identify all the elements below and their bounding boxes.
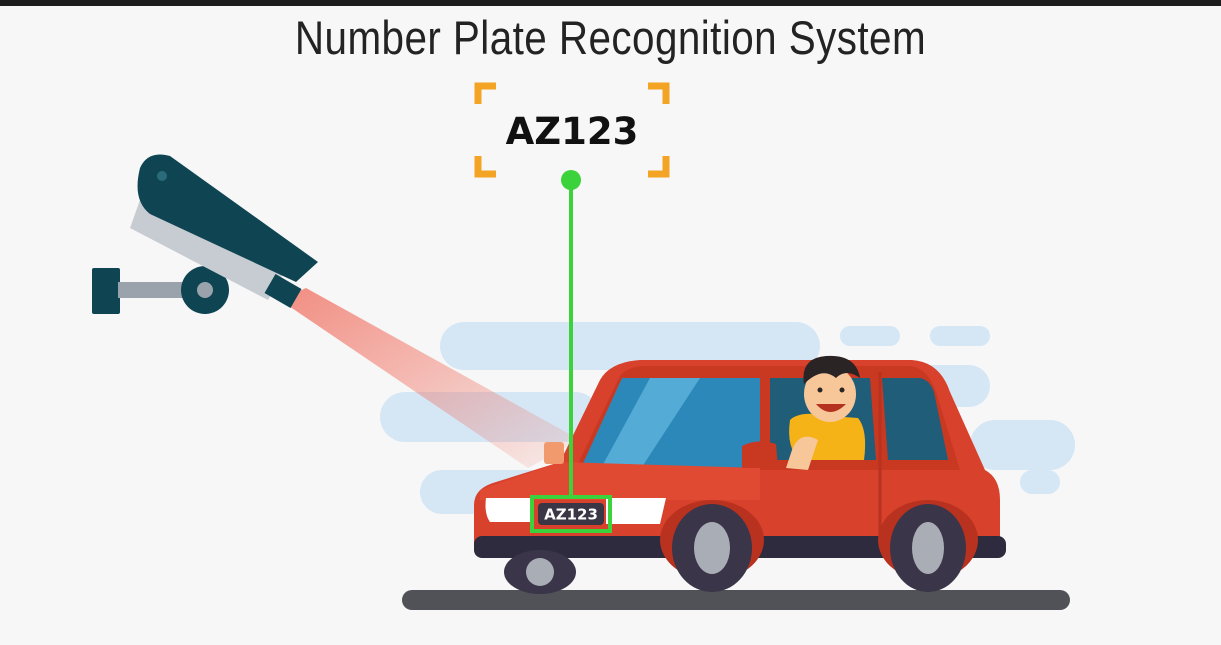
cctv-camera-icon bbox=[92, 154, 318, 314]
detection-dot bbox=[561, 170, 581, 190]
car-license-plate: AZ123 bbox=[538, 503, 604, 525]
road bbox=[402, 590, 1070, 610]
car-plate-text: AZ123 bbox=[544, 506, 598, 524]
driver-icon bbox=[786, 355, 866, 470]
recognized-plate-text: AZ123 bbox=[506, 110, 639, 153]
camera-beam bbox=[280, 288, 580, 468]
front-wheel bbox=[672, 504, 752, 592]
page-title: Number Plate Recognition System bbox=[294, 11, 927, 64]
top-bar bbox=[0, 0, 1221, 6]
rear-wheel bbox=[890, 504, 966, 592]
readout-corner-brackets bbox=[474, 82, 670, 178]
